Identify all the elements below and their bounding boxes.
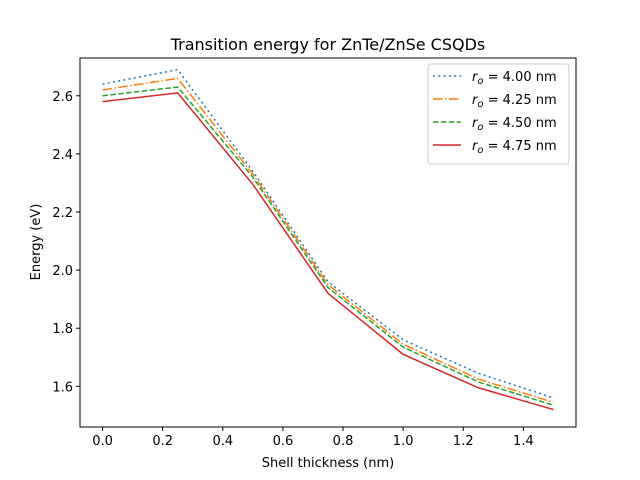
x-axis-label: Shell thickness (nm) bbox=[262, 456, 394, 471]
x-tick-label: 1.0 bbox=[393, 434, 414, 449]
x-tick-label: 1.2 bbox=[453, 434, 474, 449]
series-line-3 bbox=[102, 86, 554, 406]
x-tick-label: 0.8 bbox=[333, 434, 354, 449]
x-tick-label: 1.4 bbox=[513, 434, 534, 449]
plot-area bbox=[102, 68, 554, 411]
y-axis: 1.6 1.8 2.0 2.2 2.4 2.6 bbox=[52, 90, 80, 395]
series-line-2 bbox=[102, 77, 554, 404]
legend-label-1: ro = 4.00 nm bbox=[472, 70, 557, 87]
x-tick-label: 0.0 bbox=[92, 434, 113, 449]
legend-box bbox=[427, 63, 570, 165]
legend: ro = 4.00 nm ro = 4.25 nm ro = 4.50 nm ro =… bbox=[427, 63, 570, 165]
x-axis: 0.0 0.2 0.4 0.6 0.8 1.0 1.2 1.4 bbox=[92, 427, 534, 449]
y-tick-label: 2.0 bbox=[52, 264, 73, 279]
y-tick-label: 2.2 bbox=[52, 206, 73, 221]
series-line-4 bbox=[102, 92, 554, 411]
legend-label-3: ro = 4.50 nm bbox=[472, 116, 557, 133]
x-tick-label: 0.2 bbox=[152, 434, 173, 449]
x-tick-label: 0.6 bbox=[273, 434, 294, 449]
y-tick-label: 1.8 bbox=[52, 322, 73, 337]
x-tick-label: 0.4 bbox=[212, 434, 233, 449]
legend-label-2: ro = 4.25 nm bbox=[472, 93, 557, 110]
chart-title: Transition energy for ZnTe/ZnSe CSQDs bbox=[170, 35, 486, 54]
y-tick-label: 2.4 bbox=[52, 148, 73, 163]
legend-label-4: ro = 4.75 nm bbox=[472, 139, 557, 156]
y-axis-label: Energy (eV) bbox=[29, 204, 44, 281]
y-tick-label: 1.6 bbox=[52, 380, 73, 395]
axes-frame bbox=[79, 57, 577, 428]
y-tick-label: 2.6 bbox=[52, 90, 73, 105]
